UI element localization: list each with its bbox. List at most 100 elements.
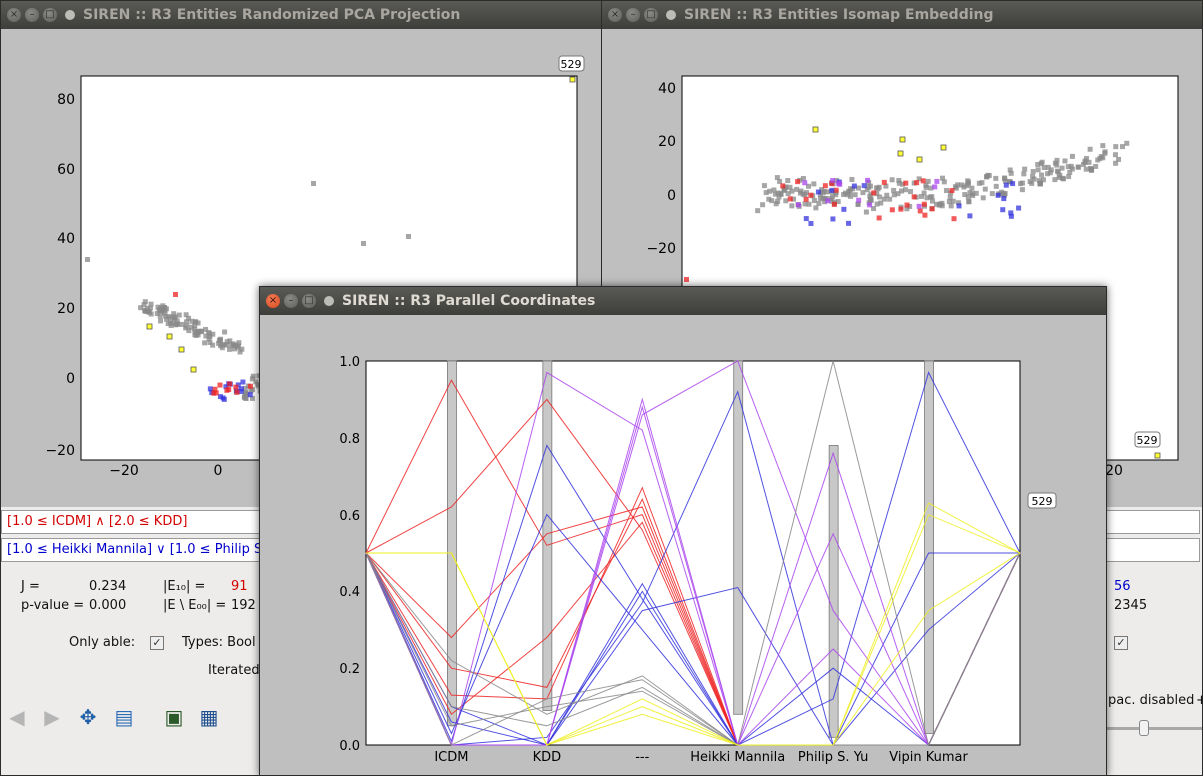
scatter-point [947, 194, 953, 200]
window-menu-icon[interactable] [666, 10, 676, 20]
scatter-point [1027, 179, 1033, 185]
scatter-point [1019, 180, 1025, 186]
scatter-point [216, 340, 222, 346]
scatter-point [803, 216, 809, 222]
close-icon[interactable]: × [7, 8, 21, 22]
range-bar [447, 360, 457, 727]
scatter-point [824, 189, 830, 195]
slider-track[interactable] [1102, 727, 1202, 730]
scatter-point [146, 323, 153, 330]
scatter-point [158, 318, 164, 324]
scatter-point [914, 180, 920, 186]
scatter-point [219, 345, 225, 351]
option-checkbox[interactable]: ✓ [1114, 636, 1128, 650]
scatter-point [833, 192, 839, 198]
scatter-point [855, 185, 861, 191]
scatter-point [210, 331, 216, 337]
series-line [365, 444, 1021, 746]
parallel-window: × – □ SIREN :: R3 Parallel Coordinates 1… [259, 286, 1107, 776]
minimize-icon[interactable]: – [25, 8, 39, 22]
save-icon[interactable]: ▦ [199, 705, 219, 729]
zoom-rect-icon[interactable]: ▤ [114, 705, 134, 729]
scatter-point [829, 198, 835, 204]
scatter-point [174, 318, 180, 324]
scatter-point [171, 311, 177, 317]
close-icon[interactable]: × [608, 8, 622, 22]
maximize-icon[interactable]: □ [43, 8, 57, 22]
scatter-point [256, 373, 262, 379]
scatter-point [830, 178, 836, 184]
subplots-icon[interactable]: ▣ [164, 705, 184, 729]
scatter-point [866, 184, 872, 190]
scatter-point [883, 183, 889, 189]
scatter-point [143, 308, 149, 314]
scatter-point [829, 180, 835, 186]
scatter-point [785, 191, 791, 197]
scatter-point [777, 178, 783, 184]
close-icon[interactable]: × [266, 294, 280, 308]
minimize-icon[interactable]: – [626, 8, 640, 22]
scatter-point [916, 176, 922, 182]
scatter-point [790, 196, 796, 202]
scatter-point [163, 313, 169, 319]
scatter-point [863, 209, 869, 215]
pan-icon[interactable]: ✥ [79, 705, 97, 729]
scatter-point [825, 198, 831, 204]
scatter-point [234, 389, 240, 395]
scatter-point [217, 394, 223, 400]
slider-handle[interactable] [1139, 720, 1149, 736]
scatter-point [227, 381, 233, 387]
scatter-point [1054, 162, 1060, 168]
scatter-point [1022, 166, 1028, 172]
scatter-point [760, 202, 766, 208]
scatter-point [867, 202, 873, 208]
scatter-point [802, 192, 808, 198]
pca-ytick: 20 [57, 301, 75, 317]
scatter-point [964, 183, 970, 189]
scatter-point [249, 386, 255, 392]
parallel-plot-area: 1.0 0.8 0.6 0.4 0.2 0.0 ICDM KDD --- Heikki… [260, 315, 1107, 776]
series-line [365, 552, 1021, 746]
window-menu-icon[interactable] [324, 296, 334, 306]
scatter-point [877, 194, 883, 200]
parallel-chart[interactable]: 1.0 0.8 0.6 0.4 0.2 0.0 ICDM KDD --- Heikki… [260, 315, 1107, 776]
scatter-point [247, 383, 253, 389]
scatter-point [186, 328, 192, 334]
scatter-point [995, 192, 1001, 198]
scatter-point [881, 196, 887, 202]
only-able-label: Only able: [69, 635, 136, 650]
scatter-point [1086, 159, 1092, 165]
scatter-point [244, 391, 250, 397]
parallel-titlebar[interactable]: × – □ SIREN :: R3 Parallel Coordinates [260, 287, 1106, 315]
window-menu-icon[interactable] [65, 10, 75, 20]
scatter-point [815, 189, 821, 195]
maximize-icon[interactable]: □ [302, 294, 316, 308]
scatter-point [897, 150, 904, 157]
scatter-point [802, 180, 808, 186]
types-label: Types: Bool [182, 635, 256, 650]
scatter-point [761, 183, 767, 189]
scatter-point [1093, 163, 1099, 169]
maximize-icon[interactable]: □ [644, 8, 658, 22]
isomap-ytick: 0 [667, 188, 676, 204]
series-line [366, 502, 1021, 746]
pca-titlebar[interactable]: × – □ SIREN :: R3 Entities Randomized PC… [1, 1, 601, 29]
scatter-point [961, 184, 967, 190]
minimize-icon[interactable]: – [284, 294, 298, 308]
scatter-point [1021, 171, 1027, 177]
back-arrow-icon[interactable]: ◀ [9, 705, 25, 729]
scatter-point [878, 200, 884, 206]
range-bar [924, 360, 934, 734]
scatter-point [923, 184, 929, 190]
scatter-point [195, 332, 201, 338]
e10-value: 91 [231, 579, 248, 594]
isomap-titlebar[interactable]: × – □ SIREN :: R3 Entities Isomap Embedd… [602, 1, 1202, 29]
scatter-point [212, 386, 218, 392]
scatter-point [192, 323, 198, 329]
only-able-checkbox[interactable]: ✓ [150, 636, 164, 650]
scatter-point [193, 319, 199, 325]
scatter-point [860, 190, 866, 196]
forward-arrow-icon[interactable]: ▶ [44, 705, 60, 729]
scatter-point [829, 187, 835, 193]
pc-axis-label: --- [635, 750, 649, 765]
